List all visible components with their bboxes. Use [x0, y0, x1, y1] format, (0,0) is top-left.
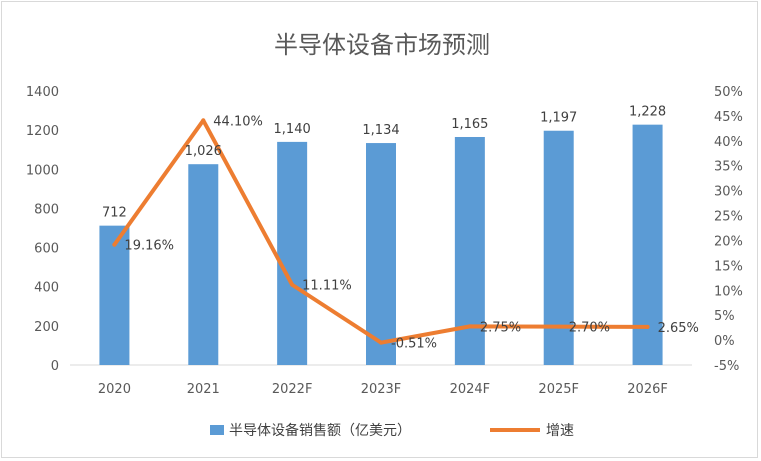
y-left-tick-label: 0 — [51, 359, 59, 374]
y-right-tick-label: 5% — [714, 309, 735, 324]
y-left-tick-label: 200 — [34, 320, 59, 335]
x-tick-label: 2021 — [187, 382, 220, 397]
y-left-tick-label: 1200 — [26, 124, 59, 139]
legend-label-bar: 半导体设备销售额（亿美元） — [229, 422, 411, 439]
chart-title: 半导体设备市场预测 — [274, 31, 490, 59]
line-point — [290, 282, 295, 287]
line-value-label: 2.65% — [658, 321, 699, 336]
y-left-tick-label: 400 — [34, 281, 59, 296]
bar — [277, 141, 308, 365]
x-tick-label: 2026F — [627, 382, 668, 397]
legend-label-line: 增速 — [546, 423, 574, 439]
bar — [366, 143, 396, 365]
y-left-tick-label: 1000 — [26, 163, 59, 178]
x-tick-label: 2022F — [272, 382, 313, 397]
bar — [99, 225, 130, 365]
bar-value-label: 1,165 — [451, 117, 488, 132]
bar-series — [99, 124, 663, 365]
data-labels: 712 1,026 1,140 1,134 1,165 1,197 1,228 19.16% 4… — [102, 105, 699, 352]
y-left-tick-label: 600 — [34, 242, 59, 257]
line-value-label: 2.75% — [480, 320, 521, 335]
x-tick-label: 2020 — [98, 382, 131, 397]
bar — [188, 164, 219, 365]
y-right-tick-label: 50% — [714, 85, 743, 100]
line-value-label: 44.10% — [213, 114, 263, 129]
axes: 0 200 400 600 800 1000 1200 1400 -5% 0% 5% 10% 15% 20… — [26, 85, 743, 397]
y-right-tick-label: 40% — [714, 135, 743, 150]
line-value-label: 19.16% — [124, 239, 174, 254]
x-tick-label: 2024F — [450, 382, 491, 397]
bar-value-label: 1,228 — [629, 105, 666, 120]
line-point — [201, 118, 206, 123]
line-point — [379, 340, 383, 345]
y-right-tick-label: 10% — [714, 284, 743, 299]
y-right-tick-label: 0% — [714, 334, 735, 349]
line-point — [112, 242, 117, 247]
bar-value-label: 1,134 — [362, 123, 399, 138]
line-value-label: 2.70% — [569, 321, 610, 336]
y-right-tick-label: 35% — [714, 160, 743, 175]
line-value-label: -0.51% — [391, 337, 437, 352]
line-point — [467, 324, 472, 329]
line-point — [645, 324, 650, 329]
line-point — [556, 324, 561, 329]
y-right-tick-label: 15% — [714, 259, 743, 274]
y-left-tick-label: 800 — [34, 202, 59, 217]
legend-swatch-bar — [210, 425, 224, 435]
bar-value-label: 712 — [102, 206, 127, 221]
y-right-tick-label: -5% — [714, 359, 739, 374]
x-tick-label: 2023F — [361, 382, 402, 397]
x-tick-label: 2025F — [538, 382, 579, 397]
y-right-tick-label: 30% — [714, 185, 743, 200]
y-right-tick-label: 25% — [714, 210, 743, 225]
y-right-tick-label: 20% — [714, 234, 743, 249]
line-series — [112, 118, 650, 345]
bar-value-label: 1,197 — [540, 111, 577, 126]
bar-value-label: 1,026 — [185, 144, 222, 159]
line-value-label: 11.11% — [302, 279, 352, 294]
y-left-tick-label: 1400 — [26, 85, 59, 100]
y-right-tick-label: 45% — [714, 110, 743, 125]
bar-value-label: 1,140 — [274, 122, 311, 137]
legend: 半导体设备销售额（亿美元） 增速 — [210, 422, 574, 439]
